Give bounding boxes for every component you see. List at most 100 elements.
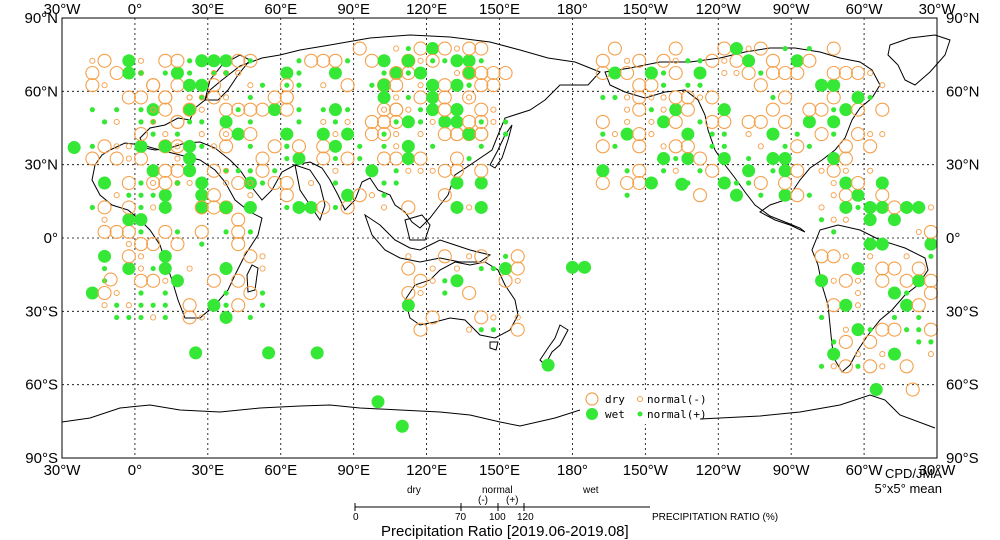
precipitation-marker xyxy=(742,54,756,68)
precipitation-marker xyxy=(887,261,902,276)
precipitation-marker xyxy=(377,78,391,92)
precipitation-marker xyxy=(790,163,805,178)
precipitation-marker xyxy=(113,192,120,199)
latitude-label: 30°N xyxy=(946,157,980,174)
precipitation-marker xyxy=(146,273,161,288)
precipitation-marker xyxy=(255,102,270,117)
precipitation-marker xyxy=(863,334,878,349)
precipitation-marker xyxy=(903,253,910,260)
latitude-label: 0° xyxy=(946,230,960,247)
precipitation-marker xyxy=(826,249,841,264)
precipitation-marker xyxy=(138,192,144,198)
precipitation-marker xyxy=(818,217,825,223)
precipitation-marker xyxy=(389,151,404,166)
precipitation-marker xyxy=(449,127,465,142)
legend-dry-marker xyxy=(585,392,599,406)
longitude-label: 120°E xyxy=(406,462,447,479)
coast-japan xyxy=(489,124,513,169)
precipitation-marker xyxy=(879,351,886,358)
longitude-label: 90°W xyxy=(773,462,811,479)
precipitation-marker xyxy=(320,118,327,125)
precipitation-marker xyxy=(97,139,112,154)
precipitation-marker xyxy=(162,70,168,76)
precipitation-marker xyxy=(187,70,193,76)
precipitation-marker xyxy=(717,152,731,166)
precipitation-marker xyxy=(729,53,744,68)
precipitation-marker xyxy=(632,90,647,105)
precipitation-marker xyxy=(158,249,172,263)
precipitation-marker xyxy=(867,69,874,77)
precipitation-marker xyxy=(413,90,428,105)
precipitation-marker xyxy=(162,302,168,308)
precipitation-marker xyxy=(899,359,914,374)
precipitation-marker xyxy=(97,200,112,215)
precipitation-marker xyxy=(280,127,294,141)
precipitation-marker xyxy=(607,41,623,56)
precipitation-marker xyxy=(97,53,112,68)
precipitation-marker xyxy=(838,273,853,288)
precipitation-marker xyxy=(199,94,205,101)
precipitation-marker xyxy=(328,139,342,153)
precipitation-marker xyxy=(371,395,385,409)
precipitation-marker xyxy=(770,168,776,174)
precipitation-marker xyxy=(632,163,647,178)
coast-new-zealand xyxy=(539,324,569,366)
legend-normal-minus-label: normal(-) xyxy=(647,393,707,406)
precipitation-marker xyxy=(827,78,841,92)
precipitation-marker xyxy=(223,70,229,76)
precipitation-marker xyxy=(377,54,391,68)
longitude-label: 120°W xyxy=(696,462,742,479)
precipitation-marker xyxy=(219,127,234,142)
precipitation-marker xyxy=(595,53,610,68)
precipitation-marker xyxy=(474,102,489,117)
precipitation-marker xyxy=(923,273,938,288)
precipitation-marker xyxy=(502,131,509,137)
precipitation-marker xyxy=(746,155,752,162)
precipitation-marker xyxy=(413,322,428,337)
precipitation-marker xyxy=(183,103,197,117)
precipitation-marker xyxy=(231,212,246,227)
precipitation-marker xyxy=(924,237,938,251)
precipitation-marker xyxy=(648,94,655,101)
precipitation-marker xyxy=(235,168,241,174)
latitude-label: 60°N xyxy=(946,83,980,100)
longitude-label: 0° xyxy=(128,462,142,479)
precipitation-marker xyxy=(912,274,926,288)
precipitation-marker xyxy=(122,213,136,227)
precipitation-marker xyxy=(815,274,829,288)
precipitation-marker xyxy=(207,54,221,68)
precipitation-marker xyxy=(357,155,363,162)
precipitation-marker xyxy=(150,118,157,125)
scale-dry-label: dry xyxy=(407,485,421,496)
precipitation-marker xyxy=(863,139,878,154)
precipitation-marker xyxy=(437,41,452,56)
precipitation-markers xyxy=(67,41,938,433)
precipitation-marker xyxy=(632,53,647,68)
precipitation-marker xyxy=(195,200,209,214)
precipitation-marker xyxy=(101,265,108,272)
precipitation-marker xyxy=(437,78,452,93)
precipitation-marker xyxy=(851,90,865,104)
precipitation-marker xyxy=(341,188,355,202)
precipitation-marker xyxy=(332,204,339,211)
precipitation-marker xyxy=(875,261,890,276)
precipitation-marker xyxy=(364,127,379,142)
precipitation-marker xyxy=(316,127,330,141)
precipitation-marker xyxy=(826,298,841,313)
map-title: Precipitation Ratio [2019.06-2019.08] xyxy=(381,523,629,540)
precipitation-marker xyxy=(729,42,743,56)
precipitation-marker xyxy=(158,175,173,191)
precipitation-marker xyxy=(158,102,173,117)
precipitation-marker xyxy=(644,176,658,190)
precipitation-marker xyxy=(85,286,99,300)
precipitation-marker xyxy=(717,114,732,129)
precipitation-marker xyxy=(206,163,221,178)
precipitation-marker xyxy=(850,175,866,191)
precipitation-marker xyxy=(401,139,415,153)
precipitation-marker xyxy=(137,57,145,64)
precipitation-marker xyxy=(839,200,853,214)
longitude-label: 30°W xyxy=(44,462,82,479)
precipitation-marker xyxy=(474,127,489,142)
precipitation-marker xyxy=(304,53,319,68)
credit-resolution: 5°x5° mean xyxy=(874,481,943,496)
